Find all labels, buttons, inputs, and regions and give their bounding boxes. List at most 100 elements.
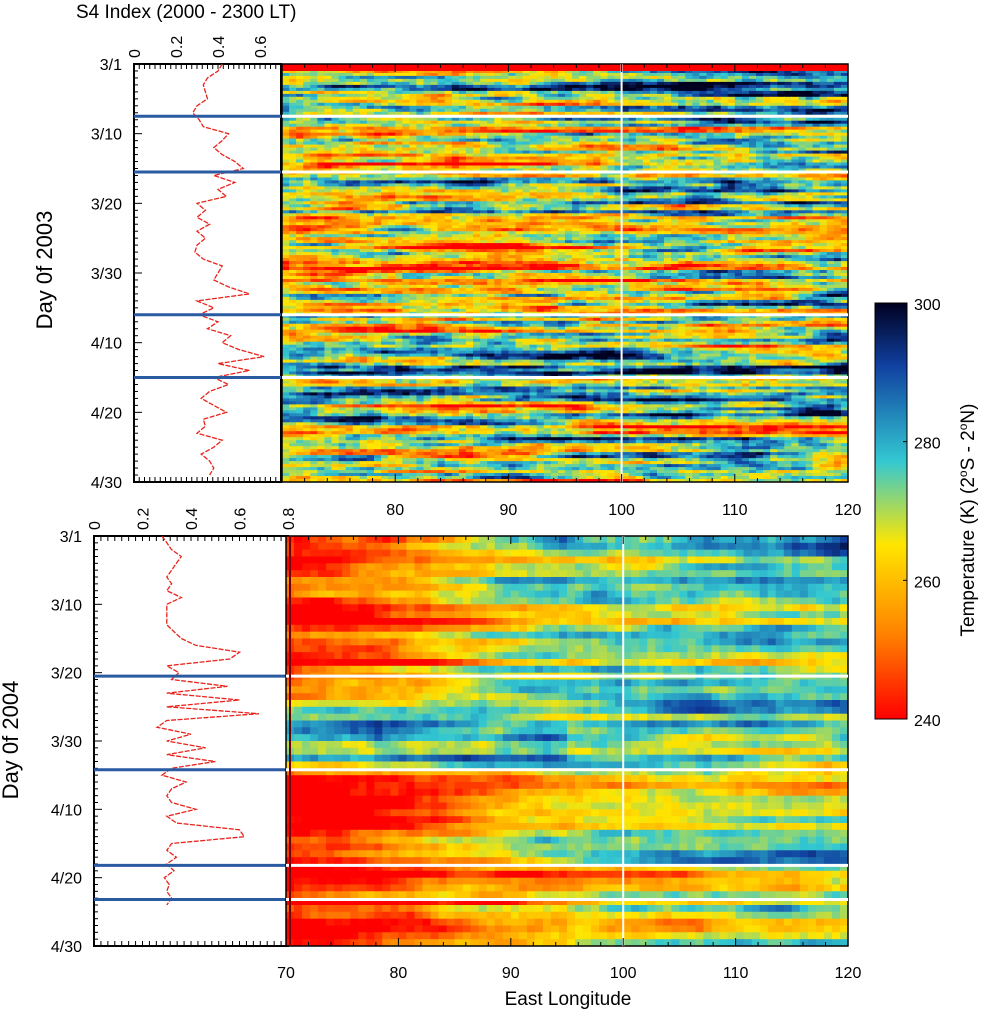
heatmap-cell	[522, 159, 531, 164]
heatmap-cell	[713, 84, 722, 89]
heatmap-cell	[458, 75, 467, 80]
heatmap-cell	[381, 102, 389, 107]
heatmap-cell	[557, 144, 566, 149]
heatmap-cell	[720, 90, 729, 95]
heatmap-cell	[763, 99, 771, 104]
heatmap-cell	[480, 105, 488, 110]
heatmap-cell	[303, 150, 311, 155]
heatmap-cell	[331, 168, 340, 173]
heatmap-cell	[763, 108, 771, 113]
heatmap-cell	[805, 129, 814, 134]
heatmap-cell	[487, 96, 495, 101]
heatmap-cell	[331, 165, 340, 170]
heatmap-cell	[388, 147, 396, 152]
heatmap-cell	[840, 117, 848, 122]
heatmap-cell	[345, 75, 354, 80]
heatmap-cell	[812, 84, 821, 89]
heatmap-cell	[501, 90, 509, 95]
heatmap-cell	[458, 132, 467, 137]
heatmap-cell	[805, 70, 814, 74]
heatmap-cell	[402, 156, 410, 161]
heatmap-cell	[430, 123, 439, 128]
heatmap-cell	[784, 102, 792, 107]
heatmap-cell	[395, 144, 403, 149]
heatmap-cell	[437, 162, 446, 167]
heatmap-cell	[720, 111, 729, 116]
heatmap-cell	[579, 120, 587, 125]
heatmap-cell	[586, 138, 594, 143]
heatmap-cell	[671, 132, 679, 137]
y-tick-label: 3/20	[91, 196, 122, 213]
heatmap-cell	[381, 70, 389, 74]
heatmap-cell	[508, 117, 517, 122]
heatmap-cell	[812, 90, 821, 95]
heatmap-cell	[685, 90, 693, 95]
heatmap-cell	[324, 70, 333, 74]
heatmap-cell	[699, 138, 708, 143]
heatmap-cell	[593, 102, 601, 107]
heatmap-cell	[812, 99, 821, 104]
heatmap-cell	[791, 168, 800, 173]
heatmap-cell	[550, 117, 559, 122]
heatmap-cell	[359, 174, 368, 179]
heatmap-cell	[840, 120, 848, 125]
heatmap-cell	[536, 84, 545, 89]
heatmap-cell	[678, 123, 686, 128]
heatmap-cell	[430, 78, 439, 83]
heatmap-cell	[657, 108, 665, 113]
heatmap-cell	[699, 159, 708, 164]
heatmap-cell	[409, 78, 418, 83]
heatmap-cell	[536, 129, 545, 134]
heatmap-cell	[543, 105, 552, 110]
heatmap-cell	[388, 150, 396, 155]
heatmap-cell	[395, 108, 403, 113]
heatmap-cell	[289, 126, 297, 131]
heatmap-cell	[706, 156, 715, 161]
heatmap-cell	[522, 120, 531, 125]
heatmap-cell	[770, 159, 778, 164]
heatmap-cell	[749, 93, 757, 98]
heatmap-cell	[593, 81, 601, 86]
heatmap-cell	[770, 78, 778, 83]
heatmap-cell	[727, 129, 736, 134]
heatmap-cell	[826, 141, 835, 146]
heatmap-cell	[756, 117, 764, 122]
heatmap-cell	[536, 111, 545, 116]
heatmap-cell	[593, 70, 601, 74]
heatmap-cell	[720, 153, 729, 158]
heatmap-cell	[529, 93, 538, 98]
heatmap-cell	[409, 126, 418, 131]
heatmap-cell	[791, 123, 800, 128]
heatmap-cell	[805, 87, 814, 92]
heatmap-cell	[784, 153, 792, 158]
heatmap-cell	[833, 90, 842, 95]
heatmap-cell	[607, 144, 616, 149]
heatmap-cell	[416, 111, 425, 116]
heatmap-cell	[812, 108, 821, 113]
heatmap-cell	[791, 81, 800, 86]
heatmap-cell	[565, 78, 573, 83]
heatmap-cell	[515, 153, 524, 158]
heatmap-cell	[706, 105, 715, 110]
heatmap-cell	[840, 81, 848, 86]
heatmap-cell	[303, 159, 311, 164]
heatmap-cell	[791, 156, 800, 161]
heatmap-cell	[550, 159, 559, 164]
heatmap-cell	[607, 120, 616, 125]
heatmap-cell	[833, 96, 842, 101]
heatmap-cell	[621, 84, 630, 89]
heatmap-cell	[522, 105, 531, 110]
heatmap-cell	[451, 168, 460, 173]
heatmap-cell	[515, 123, 524, 128]
heatmap-cell	[395, 105, 403, 110]
heatmap-cell	[522, 129, 531, 134]
heatmap-cell	[388, 78, 396, 83]
heatmap-cell	[423, 99, 432, 104]
heatmap-cell	[550, 153, 559, 158]
heatmap-cell	[635, 75, 644, 80]
heatmap-cell	[649, 159, 658, 164]
heatmap-cell	[296, 135, 304, 140]
heatmap-cell	[522, 108, 531, 113]
heatmap-cell	[579, 75, 587, 80]
heatmap-cell	[296, 84, 304, 89]
